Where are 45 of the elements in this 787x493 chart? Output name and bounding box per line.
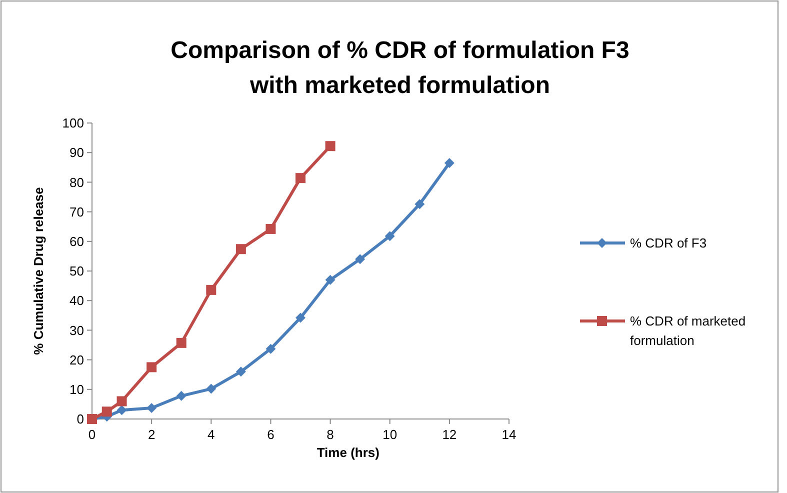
y-tick-label: 30 bbox=[70, 322, 84, 338]
point bbox=[444, 158, 454, 168]
x-tick-label: 10 bbox=[382, 427, 398, 442]
y-axis-title: % Cumulative Drug release bbox=[31, 187, 46, 355]
legend-label: % CDR of marketed formulation bbox=[630, 314, 746, 348]
point bbox=[176, 338, 186, 348]
point bbox=[146, 403, 157, 414]
point bbox=[176, 390, 186, 401]
chart-title: Comparison of % CDR of formulation F3 with marketed formulation bbox=[170, 37, 630, 99]
x-tick-label: 6 bbox=[267, 427, 274, 442]
point bbox=[355, 254, 366, 264]
point bbox=[266, 344, 276, 354]
y-tick-label: 50 bbox=[70, 264, 84, 279]
point bbox=[325, 141, 336, 152]
point bbox=[236, 366, 246, 377]
y-tick-label: 0 bbox=[76, 412, 84, 427]
x-tick-label: 2 bbox=[148, 427, 156, 442]
y-tick-label: 60 bbox=[70, 234, 84, 249]
point bbox=[384, 231, 395, 242]
y-tick-label: 80 bbox=[70, 174, 84, 190]
y-tick-label: 10 bbox=[70, 382, 84, 397]
point bbox=[146, 362, 157, 372]
y-tick-label: 20 bbox=[70, 352, 84, 368]
point bbox=[325, 274, 336, 285]
point bbox=[414, 199, 425, 210]
x-tick-label: 12 bbox=[442, 427, 457, 442]
y-tick-label: 100 bbox=[62, 116, 84, 131]
y-tick-label: 70 bbox=[70, 204, 84, 220]
point bbox=[296, 312, 306, 323]
point bbox=[116, 405, 127, 416]
point bbox=[206, 284, 216, 295]
y-tick-label: 90 bbox=[70, 145, 84, 160]
point bbox=[116, 396, 127, 406]
x-axis-title: Time (hrs) bbox=[316, 445, 380, 460]
y-tick-label: 40 bbox=[70, 293, 84, 308]
legend-label: % CDR of F3 bbox=[630, 236, 707, 251]
point bbox=[102, 406, 112, 417]
point bbox=[296, 173, 306, 184]
point bbox=[236, 244, 246, 254]
x-tick-label: 4 bbox=[208, 427, 215, 442]
x-tick-label: 8 bbox=[326, 427, 334, 442]
point bbox=[266, 224, 276, 234]
x-tick-label: 14 bbox=[502, 427, 516, 442]
x-tick-label: 0 bbox=[88, 427, 96, 442]
point bbox=[206, 384, 216, 394]
